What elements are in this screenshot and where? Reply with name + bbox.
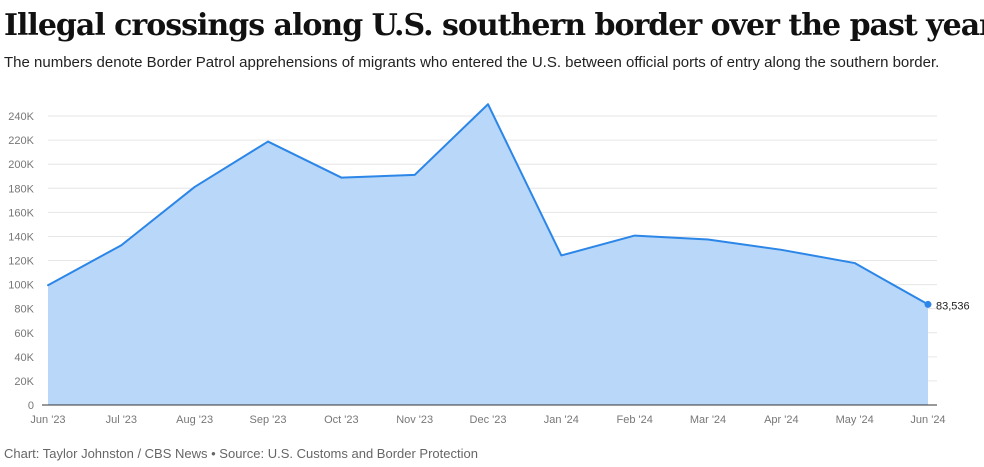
y-tick-label: 60K (14, 328, 34, 340)
series-line (47, 103, 929, 306)
chart-credit: Chart: Taylor Johnston / CBS News • Sour… (4, 446, 478, 461)
y-tick-label: 240K (8, 111, 34, 123)
x-tick-label: Jun '23 (30, 414, 65, 426)
x-tick-label: Jul '23 (106, 414, 137, 426)
x-tick-label: Apr '24 (764, 414, 799, 426)
x-tick-label: May '24 (836, 414, 874, 426)
chart-title: Illegal crossings along U.S. southern bo… (4, 8, 984, 43)
x-tick-label: Dec '23 (470, 414, 507, 426)
y-tick-label: 200K (8, 159, 34, 171)
y-tick-label: 80K (14, 304, 34, 316)
y-tick-label: 160K (8, 207, 34, 219)
y-tick-label: 20K (14, 376, 34, 388)
chart-subtitle: The numbers denote Border Patrol apprehe… (4, 54, 940, 71)
y-tick-label: 180K (8, 183, 34, 195)
x-tick-label: Aug '23 (176, 414, 213, 426)
end-point-marker (924, 300, 932, 308)
y-tick-label: 220K (8, 135, 34, 147)
y-tick-label: 0 (28, 400, 34, 412)
x-tick-label: Jun '24 (910, 414, 945, 426)
y-tick-label: 100K (8, 280, 34, 292)
x-tick-label: Feb '24 (616, 414, 652, 426)
y-tick-label: 40K (14, 352, 34, 364)
area-fill (48, 104, 928, 406)
x-tick-label: Nov '23 (396, 414, 433, 426)
x-tick-label: Oct '23 (324, 414, 359, 426)
y-tick-label: 140K (8, 231, 34, 243)
end-value-label: 83,536 (936, 300, 970, 312)
x-tick-label: Mar '24 (690, 414, 726, 426)
x-tick-label: Jan '24 (544, 414, 579, 426)
y-tick-label: 120K (8, 256, 34, 268)
area-chart: 0 20K 40K 60K 80K 100K 120K 140K 160K 180K 200K 220… (8, 103, 970, 426)
x-tick-label: Sep '23 (250, 414, 287, 426)
